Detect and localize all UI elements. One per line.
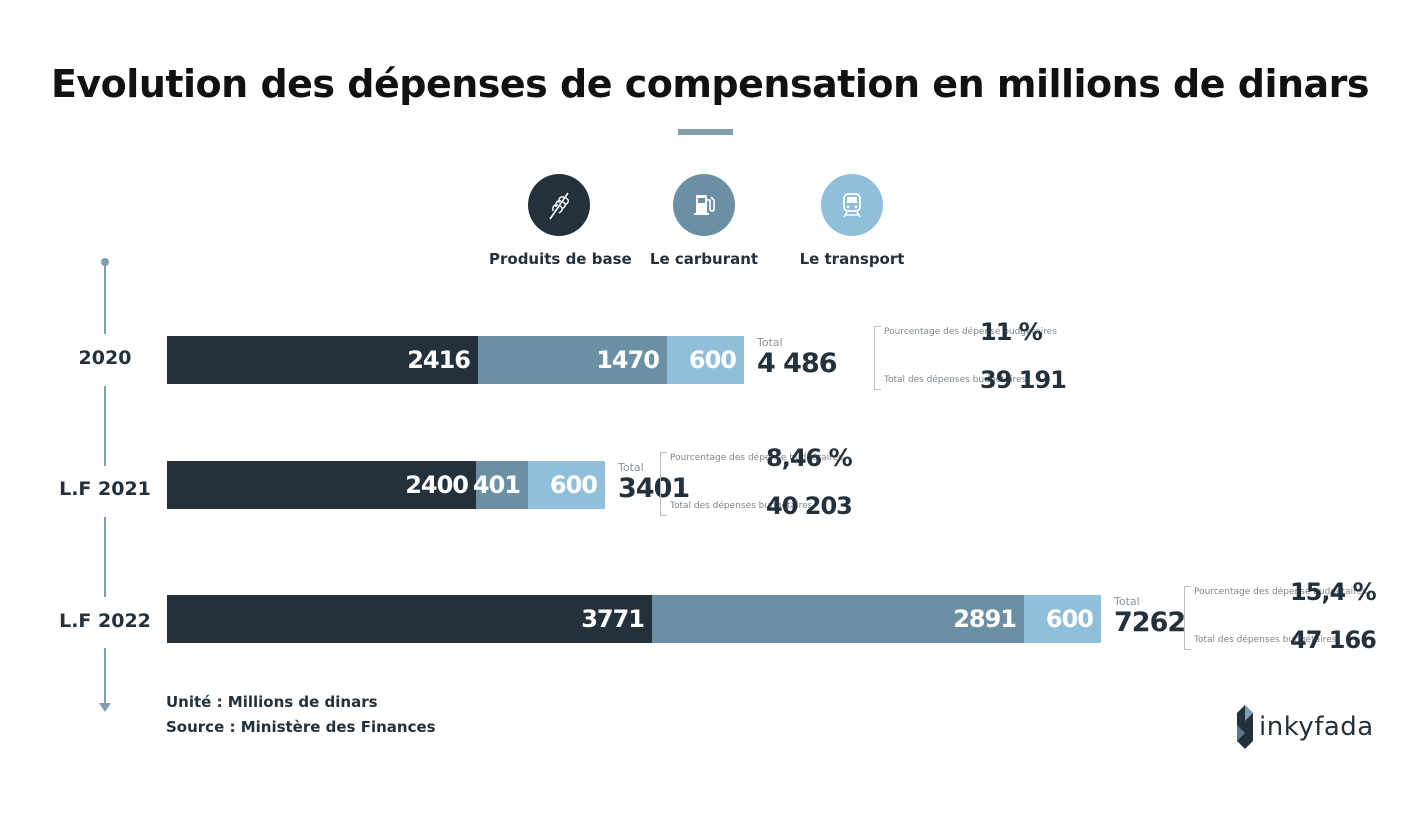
budget-total-stat: Total des dépenses budgétaires 40 203 <box>670 492 853 520</box>
bar-value-label: 3771 <box>581 605 645 633</box>
source-note: Source : Ministère des Finances <box>166 718 436 736</box>
segment-transport: 600 <box>667 336 744 384</box>
chart-title: Evolution des dépenses de compensation e… <box>50 62 1370 106</box>
bar-row-lf-2022: 3771 2891 600 <box>167 595 1101 643</box>
stats-bracket <box>874 326 881 390</box>
bar-value-label: 600 <box>1045 605 1094 633</box>
legend-item-carburant: Le carburant <box>634 174 774 268</box>
total-caption: Total <box>1114 595 1140 608</box>
year-label: 2020 <box>78 347 132 369</box>
bar-row-lf-2021: 2400 401 600 <box>167 461 605 509</box>
title-divider <box>678 129 733 135</box>
bar-value-label: 2416 <box>407 346 471 374</box>
legend-item-produits: Produits de base <box>489 174 632 268</box>
wheat-icon <box>528 174 590 236</box>
segment-produits-de-base: 2416 <box>167 336 478 384</box>
segment-transport: 600 <box>528 461 605 509</box>
stat-label: Total des dépenses budgétaires <box>670 501 813 511</box>
stat-value: 39 191 <box>980 366 1067 394</box>
year-label: L.F 2022 <box>59 610 151 632</box>
bar-value-label: 2400 <box>405 471 469 499</box>
stat-value: 11 % <box>980 318 1043 346</box>
segment-carburant: 1470 <box>478 336 667 384</box>
stat-value: 8,46 % <box>766 444 853 472</box>
bar-value-label: 401 <box>472 471 521 499</box>
total-caption: Total <box>757 336 783 349</box>
timeline-line <box>104 517 106 597</box>
segment-produits-de-base: 2400 <box>167 461 476 509</box>
timeline-line <box>104 648 106 704</box>
budget-total-stat: Total des dépenses budgétaires 39 191 <box>884 366 1067 394</box>
stat-label: Total des dépenses budgétaires <box>1194 635 1337 645</box>
stat-label: Pourcentage des dépense budgétaires <box>884 327 1057 337</box>
segment-produits-de-base: 3771 <box>167 595 652 643</box>
bar-value-label: 600 <box>549 471 598 499</box>
bar-value-label: 600 <box>688 346 737 374</box>
timeline-line <box>104 386 106 466</box>
timeline-arrow <box>99 703 111 712</box>
legend-label: Le carburant <box>649 250 759 268</box>
stat-value: 15,4 % <box>1290 578 1377 606</box>
stat-label: Pourcentage des dépense budgétaires <box>1194 587 1367 597</box>
year-label: L.F 2021 <box>59 478 151 500</box>
total-block: Total 3401 <box>618 461 690 504</box>
timeline-line <box>104 262 106 334</box>
fuel-pump-icon <box>673 174 735 236</box>
percentage-stat: Pourcentage des dépense budgétaires 11 % <box>884 318 1057 346</box>
legend-label: Produits de base <box>489 250 632 268</box>
legend-label: Le transport <box>799 250 905 268</box>
train-icon <box>821 174 883 236</box>
percentage-stat: Pourcentage des dépense budgétaires 8,46… <box>670 444 853 472</box>
stat-label: Total des dépenses budgétaires <box>884 375 1027 385</box>
stats-bracket <box>660 452 667 516</box>
total-caption: Total <box>618 461 644 474</box>
unit-note: Unité : Millions de dinars <box>166 693 378 711</box>
inkyfada-logo: inkyfada <box>1237 705 1374 749</box>
total-value: 4 486 <box>757 348 838 379</box>
stat-label: Pourcentage des dépense budgétaires <box>670 453 843 463</box>
budget-total-stat: Total des dépenses budgétaires 47 166 <box>1194 626 1377 654</box>
percentage-stat: Pourcentage des dépense budgétaires 15,4… <box>1194 578 1377 606</box>
brand-name: inkyfada <box>1259 712 1374 742</box>
total-block: Total 7262 <box>1114 595 1186 638</box>
total-value: 7262 <box>1114 607 1186 638</box>
bar-row-2020: 2416 1470 600 <box>167 336 744 384</box>
bar-value-label: 1470 <box>596 346 660 374</box>
segment-carburant: 2891 <box>652 595 1024 643</box>
bar-value-label: 2891 <box>953 605 1017 633</box>
stats-bracket <box>1184 586 1191 650</box>
stat-value: 47 166 <box>1290 626 1377 654</box>
legend-item-transport: Le transport <box>782 174 922 268</box>
segment-carburant: 401 <box>472 461 528 509</box>
segment-transport: 600 <box>1024 595 1101 643</box>
total-block: Total 4 486 <box>757 336 838 379</box>
stat-value: 40 203 <box>766 492 853 520</box>
total-value: 3401 <box>618 473 690 504</box>
inkyfada-logo-mark <box>1237 705 1253 749</box>
